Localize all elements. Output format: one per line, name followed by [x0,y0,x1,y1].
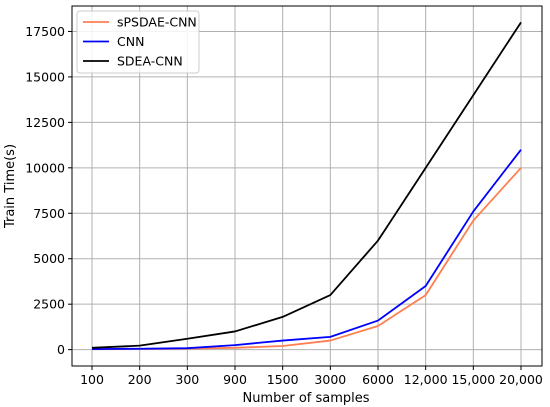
x-tick-label: 200 [128,372,152,387]
legend-label: sPSDAE-CNN [117,15,197,30]
x-tick-label: 1500 [267,372,299,387]
x-tick-label: 3000 [314,372,346,387]
y-tick-label: 5000 [33,251,65,266]
x-tick-label: 12,000 [404,372,448,387]
legend-box [76,10,200,74]
x-tick-label: 6000 [362,372,394,387]
y-tick-label: 0 [57,342,65,357]
legend-label: CNN [117,34,144,49]
y-tick-label: 17500 [25,24,65,39]
x-tick-label: 100 [80,372,104,387]
x-tick-label: 300 [175,372,199,387]
series-lines [91,21,522,351]
series-line-sdea-cnn [91,21,522,349]
y-tick-label: 2500 [33,297,65,312]
x-tick-label: 900 [223,372,247,387]
y-axis-label: Train Time(s) [3,144,18,229]
axes: 100 200 300 900 1500 3000 6000 12,000 15,000 20,0… [25,5,543,387]
y-tick-label: 7500 [33,206,65,221]
y-tick-label: 12500 [25,115,65,130]
x-tick-label: 20,000 [499,372,543,387]
legend-label: SDEA-CNN [117,54,183,69]
x-tick-label: 15,000 [451,372,495,387]
x-axis-label: Number of samples [242,391,369,406]
series-line-cnn [91,149,522,350]
plot-frame [71,5,543,367]
y-tick-label: 10000 [25,160,65,175]
y-tick-label: 15000 [25,69,65,84]
legend: sPSDAE-CNN CNN SDEA-CNN [76,10,200,74]
